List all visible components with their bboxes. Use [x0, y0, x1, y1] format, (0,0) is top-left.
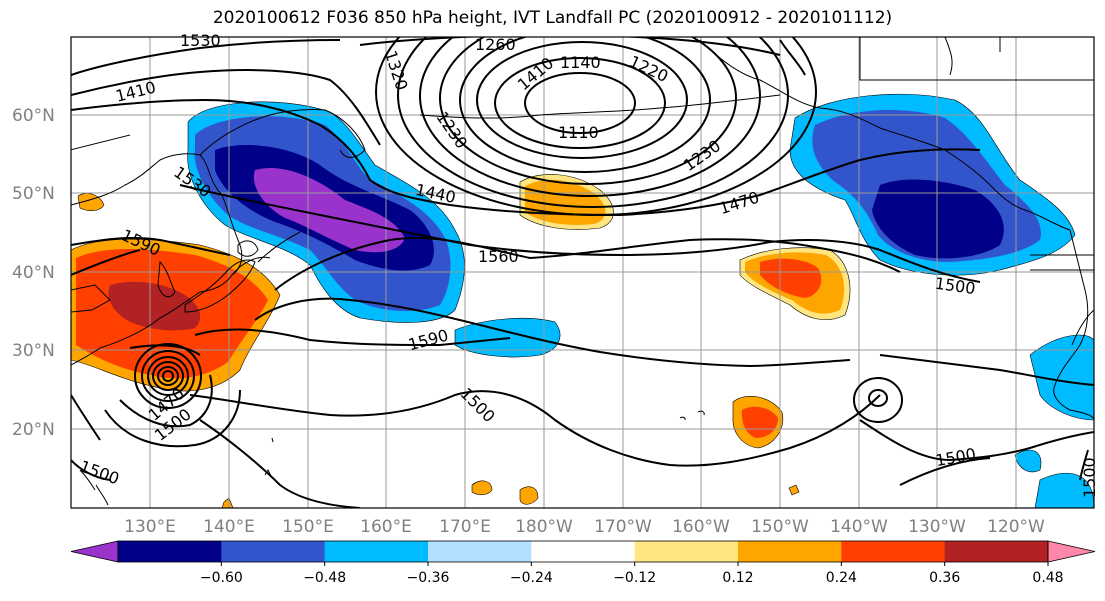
shade-ec-red	[760, 258, 822, 298]
shade-w-darkred	[108, 281, 201, 331]
colorbar-label: −0.36	[407, 570, 450, 586]
lon-label: 180°W	[515, 517, 573, 537]
shade-se-sky	[1014, 449, 1042, 473]
lat-axis: 60°N 50°N 40°N 30°N 20°N	[12, 106, 55, 440]
lon-label: 160°W	[672, 517, 730, 537]
shade-e-sky	[1029, 334, 1094, 421]
contour-label: 1140	[560, 53, 601, 72]
shade-ne-navy	[872, 179, 1004, 259]
shade-b2-orange	[519, 486, 539, 505]
lat-label: 20°N	[12, 420, 55, 440]
lon-label: 170°E	[439, 517, 491, 537]
lon-label: 160°E	[360, 517, 412, 537]
lon-label: 150°W	[751, 517, 809, 537]
lat-label: 50°N	[12, 184, 55, 204]
colorbar-bin	[738, 541, 842, 562]
height-contours	[71, 37, 1094, 508]
colorbar-label: −0.12	[613, 570, 656, 586]
lon-axis: 130°E 140°E 150°E 160°E 170°E 180°W 170°…	[124, 517, 1045, 537]
map-content	[71, 37, 1094, 508]
colorbar-label: 0.48	[1032, 570, 1063, 586]
lon-label: 130°W	[908, 517, 966, 537]
lat-label: 60°N	[12, 106, 55, 126]
shade-b3-orange	[788, 484, 800, 496]
colorbar-bin	[634, 541, 739, 562]
colorbar-bin	[944, 541, 1049, 562]
negative-ivt-shading	[187, 93, 1094, 508]
shade-b4-orange	[221, 497, 234, 508]
shade-nw-purple	[253, 168, 405, 253]
colorbar-label: 0.36	[929, 570, 960, 586]
colorbar-extend-low	[70, 540, 119, 563]
lon-label: 150°E	[282, 517, 334, 537]
coastlines	[71, 37, 1094, 506]
lon-label: 170°W	[594, 517, 652, 537]
colorbar-label: 0.12	[722, 570, 753, 586]
lat-label: 40°N	[12, 263, 55, 283]
contour-label: 1110	[558, 123, 599, 142]
colorbar-bin	[221, 541, 326, 562]
shade-b1-orange	[471, 480, 493, 496]
contour-label: 1260	[475, 35, 516, 54]
lon-label: 130°E	[124, 517, 176, 537]
map-frame	[70, 36, 1095, 509]
lat-label: 30°N	[12, 341, 55, 361]
gridlines	[71, 37, 1094, 508]
map-title: 2020100612 F036 850 hPa height, IVT Land…	[212, 8, 893, 28]
colorbar-label: −0.60	[200, 570, 243, 586]
colorbar: −0.60 −0.48 −0.36 −0.24 −0.12 0.12 0.24 0.36 0.4…	[70, 540, 1096, 586]
contour-label: 1560	[478, 247, 519, 266]
colorbar-label: 0.24	[826, 570, 857, 586]
colorbar-label: −0.24	[510, 570, 553, 586]
colorbar-bin	[841, 541, 946, 562]
lon-label: 140°E	[203, 517, 255, 537]
colorbar-bin	[428, 541, 532, 562]
colorbar-extend-high	[1047, 540, 1096, 563]
colorbar-bin	[324, 541, 429, 562]
colorbar-bin	[118, 541, 222, 562]
colorbar-outline	[117, 540, 1049, 563]
shade-sc-red	[741, 406, 778, 438]
colorbar-bin	[531, 541, 636, 562]
contour-label: 1500	[1080, 457, 1099, 498]
colorbar-label: −0.48	[303, 570, 346, 586]
lon-label: 120°W	[987, 517, 1045, 537]
contour-label: 1530	[180, 31, 221, 50]
lon-label: 140°W	[830, 517, 888, 537]
